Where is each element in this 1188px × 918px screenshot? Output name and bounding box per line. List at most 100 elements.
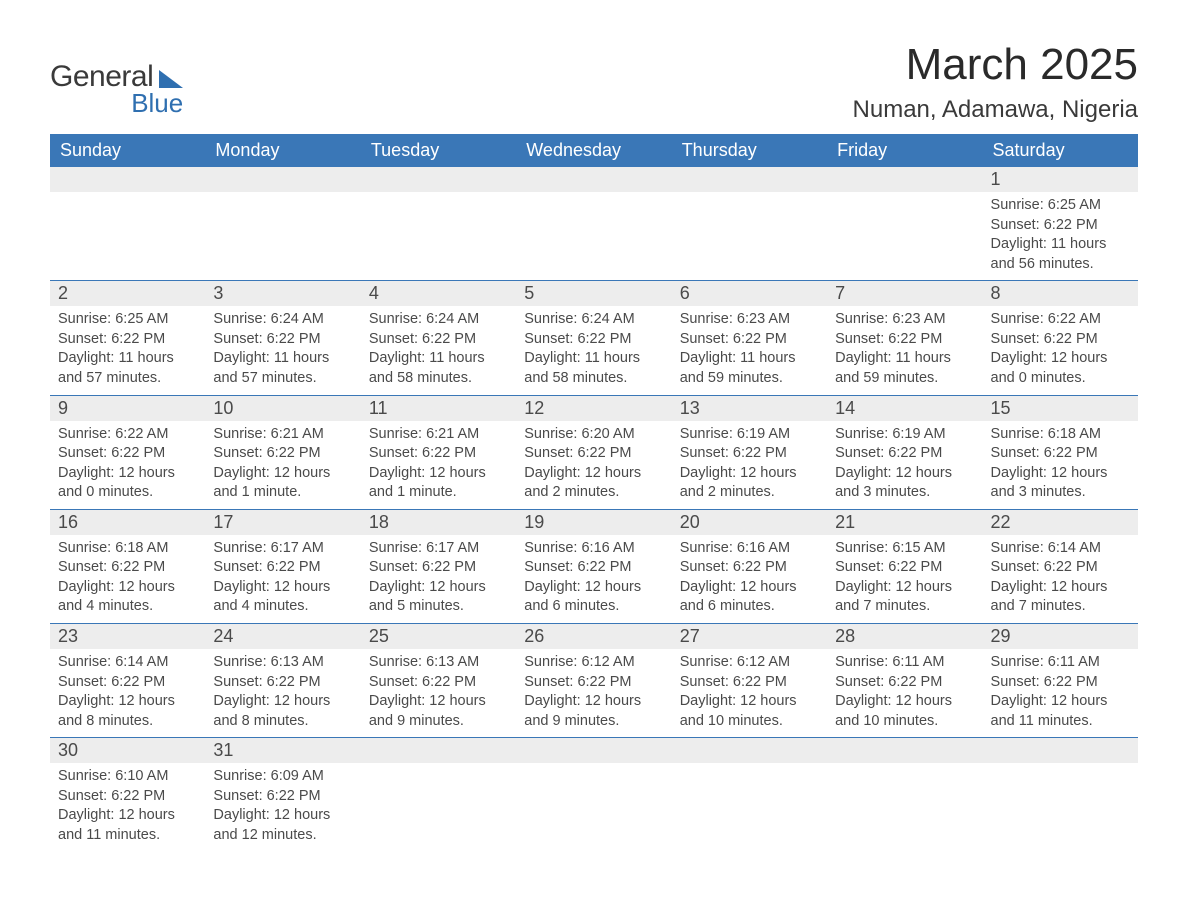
daynum-row: 2345678 [50, 281, 1138, 307]
month-title: March 2025 [853, 40, 1138, 90]
day-number-cell: 3 [205, 281, 360, 307]
day-detail-line: Sunset: 6:22 PM [58, 673, 197, 693]
day-detail-cell: Sunrise: 6:11 AMSunset: 6:22 PMDaylight:… [827, 649, 982, 738]
day-number-cell: 18 [361, 509, 516, 535]
day-detail-cell: Sunrise: 6:19 AMSunset: 6:22 PMDaylight:… [827, 421, 982, 510]
day-detail-line: Daylight: 12 hours and 9 minutes. [524, 692, 663, 731]
day-number-cell: 12 [516, 395, 671, 421]
day-detail-line: Sunrise: 6:25 AM [991, 196, 1130, 216]
day-detail-line: Sunset: 6:22 PM [991, 444, 1130, 464]
day-number-cell: 10 [205, 395, 360, 421]
weekday-header: Monday [205, 134, 360, 167]
day-detail-line: Sunrise: 6:17 AM [369, 539, 508, 559]
day-number-cell [983, 738, 1138, 764]
day-number-cell: 1 [983, 167, 1138, 192]
day-number-cell: 20 [672, 509, 827, 535]
day-number-cell [827, 167, 982, 192]
day-number-cell [361, 167, 516, 192]
day-detail-cell [205, 192, 360, 281]
day-number-cell: 5 [516, 281, 671, 307]
day-detail-cell: Sunrise: 6:17 AMSunset: 6:22 PMDaylight:… [361, 535, 516, 624]
location-subtitle: Numan, Adamawa, Nigeria [853, 96, 1138, 124]
day-detail-line: Sunset: 6:22 PM [991, 216, 1130, 236]
day-detail-line: Sunrise: 6:19 AM [835, 425, 974, 445]
day-detail-cell: Sunrise: 6:18 AMSunset: 6:22 PMDaylight:… [983, 421, 1138, 510]
weekday-header: Tuesday [361, 134, 516, 167]
day-detail-line: Sunrise: 6:15 AM [835, 539, 974, 559]
day-detail-line: Sunrise: 6:24 AM [369, 310, 508, 330]
day-detail-line: Sunset: 6:22 PM [835, 330, 974, 350]
day-detail-line: Daylight: 12 hours and 6 minutes. [680, 578, 819, 617]
day-detail-cell: Sunrise: 6:10 AMSunset: 6:22 PMDaylight:… [50, 763, 205, 851]
day-number-cell: 29 [983, 624, 1138, 650]
day-detail-line: Sunrise: 6:24 AM [213, 310, 352, 330]
day-detail-cell: Sunrise: 6:13 AMSunset: 6:22 PMDaylight:… [205, 649, 360, 738]
day-detail-line: Daylight: 12 hours and 0 minutes. [58, 464, 197, 503]
detail-row: Sunrise: 6:10 AMSunset: 6:22 PMDaylight:… [50, 763, 1138, 851]
day-detail-line: Sunset: 6:22 PM [680, 558, 819, 578]
day-number-cell: 13 [672, 395, 827, 421]
day-number-cell [205, 167, 360, 192]
day-detail-line: Daylight: 11 hours and 58 minutes. [524, 349, 663, 388]
daynum-row: 3031 [50, 738, 1138, 764]
day-detail-line: Daylight: 12 hours and 11 minutes. [58, 806, 197, 845]
day-detail-line: Sunset: 6:22 PM [58, 558, 197, 578]
day-detail-line: Daylight: 12 hours and 4 minutes. [213, 578, 352, 617]
day-detail-line: Sunset: 6:22 PM [213, 558, 352, 578]
day-detail-line: Sunset: 6:22 PM [991, 558, 1130, 578]
day-detail-line: Sunrise: 6:20 AM [524, 425, 663, 445]
day-detail-line: Sunrise: 6:14 AM [58, 653, 197, 673]
day-detail-line: Daylight: 12 hours and 9 minutes. [369, 692, 508, 731]
day-detail-line: Daylight: 12 hours and 3 minutes. [991, 464, 1130, 503]
day-number-cell: 9 [50, 395, 205, 421]
day-detail-line: Daylight: 11 hours and 59 minutes. [680, 349, 819, 388]
day-detail-line: Daylight: 11 hours and 57 minutes. [58, 349, 197, 388]
day-detail-cell: Sunrise: 6:20 AMSunset: 6:22 PMDaylight:… [516, 421, 671, 510]
day-detail-line: Sunset: 6:22 PM [835, 673, 974, 693]
day-detail-line: Daylight: 12 hours and 12 minutes. [213, 806, 352, 845]
day-detail-cell: Sunrise: 6:16 AMSunset: 6:22 PMDaylight:… [516, 535, 671, 624]
day-detail-line: Sunset: 6:22 PM [213, 330, 352, 350]
day-detail-cell: Sunrise: 6:22 AMSunset: 6:22 PMDaylight:… [50, 421, 205, 510]
day-detail-cell: Sunrise: 6:16 AMSunset: 6:22 PMDaylight:… [672, 535, 827, 624]
day-number-cell [672, 738, 827, 764]
day-detail-line: Daylight: 11 hours and 57 minutes. [213, 349, 352, 388]
day-detail-line: Sunrise: 6:12 AM [524, 653, 663, 673]
day-detail-line: Sunset: 6:22 PM [991, 330, 1130, 350]
day-detail-cell: Sunrise: 6:23 AMSunset: 6:22 PMDaylight:… [672, 306, 827, 395]
day-detail-line: Sunrise: 6:14 AM [991, 539, 1130, 559]
weekday-header-row: SundayMondayTuesdayWednesdayThursdayFrid… [50, 134, 1138, 167]
day-number-cell: 27 [672, 624, 827, 650]
day-number-cell: 28 [827, 624, 982, 650]
day-detail-line: Daylight: 12 hours and 2 minutes. [680, 464, 819, 503]
day-detail-cell [516, 192, 671, 281]
day-detail-cell: Sunrise: 6:14 AMSunset: 6:22 PMDaylight:… [983, 535, 1138, 624]
daynum-row: 9101112131415 [50, 395, 1138, 421]
detail-row: Sunrise: 6:18 AMSunset: 6:22 PMDaylight:… [50, 535, 1138, 624]
logo-triangle-icon [159, 70, 183, 88]
day-number-cell: 22 [983, 509, 1138, 535]
day-detail-line: Daylight: 12 hours and 2 minutes. [524, 464, 663, 503]
day-detail-line: Sunset: 6:22 PM [835, 558, 974, 578]
day-detail-line: Daylight: 12 hours and 10 minutes. [835, 692, 974, 731]
day-detail-cell [50, 192, 205, 281]
day-detail-line: Daylight: 11 hours and 59 minutes. [835, 349, 974, 388]
day-number-cell: 8 [983, 281, 1138, 307]
day-detail-line: Sunset: 6:22 PM [680, 444, 819, 464]
day-number-cell [516, 738, 671, 764]
day-detail-line: Daylight: 12 hours and 1 minute. [213, 464, 352, 503]
calendar-table: SundayMondayTuesdayWednesdayThursdayFrid… [50, 134, 1138, 852]
day-detail-line: Sunset: 6:22 PM [369, 673, 508, 693]
title-block: March 2025 Numan, Adamawa, Nigeria [853, 40, 1138, 124]
day-detail-line: Sunrise: 6:13 AM [369, 653, 508, 673]
day-number-cell: 11 [361, 395, 516, 421]
day-detail-cell [672, 763, 827, 851]
day-detail-cell: Sunrise: 6:21 AMSunset: 6:22 PMDaylight:… [361, 421, 516, 510]
day-detail-cell: Sunrise: 6:09 AMSunset: 6:22 PMDaylight:… [205, 763, 360, 851]
day-detail-cell: Sunrise: 6:13 AMSunset: 6:22 PMDaylight:… [361, 649, 516, 738]
logo-word-blue: Blue [131, 88, 183, 119]
day-detail-line: Sunrise: 6:11 AM [991, 653, 1130, 673]
day-detail-cell [516, 763, 671, 851]
detail-row: Sunrise: 6:14 AMSunset: 6:22 PMDaylight:… [50, 649, 1138, 738]
day-detail-line: Sunset: 6:22 PM [524, 558, 663, 578]
